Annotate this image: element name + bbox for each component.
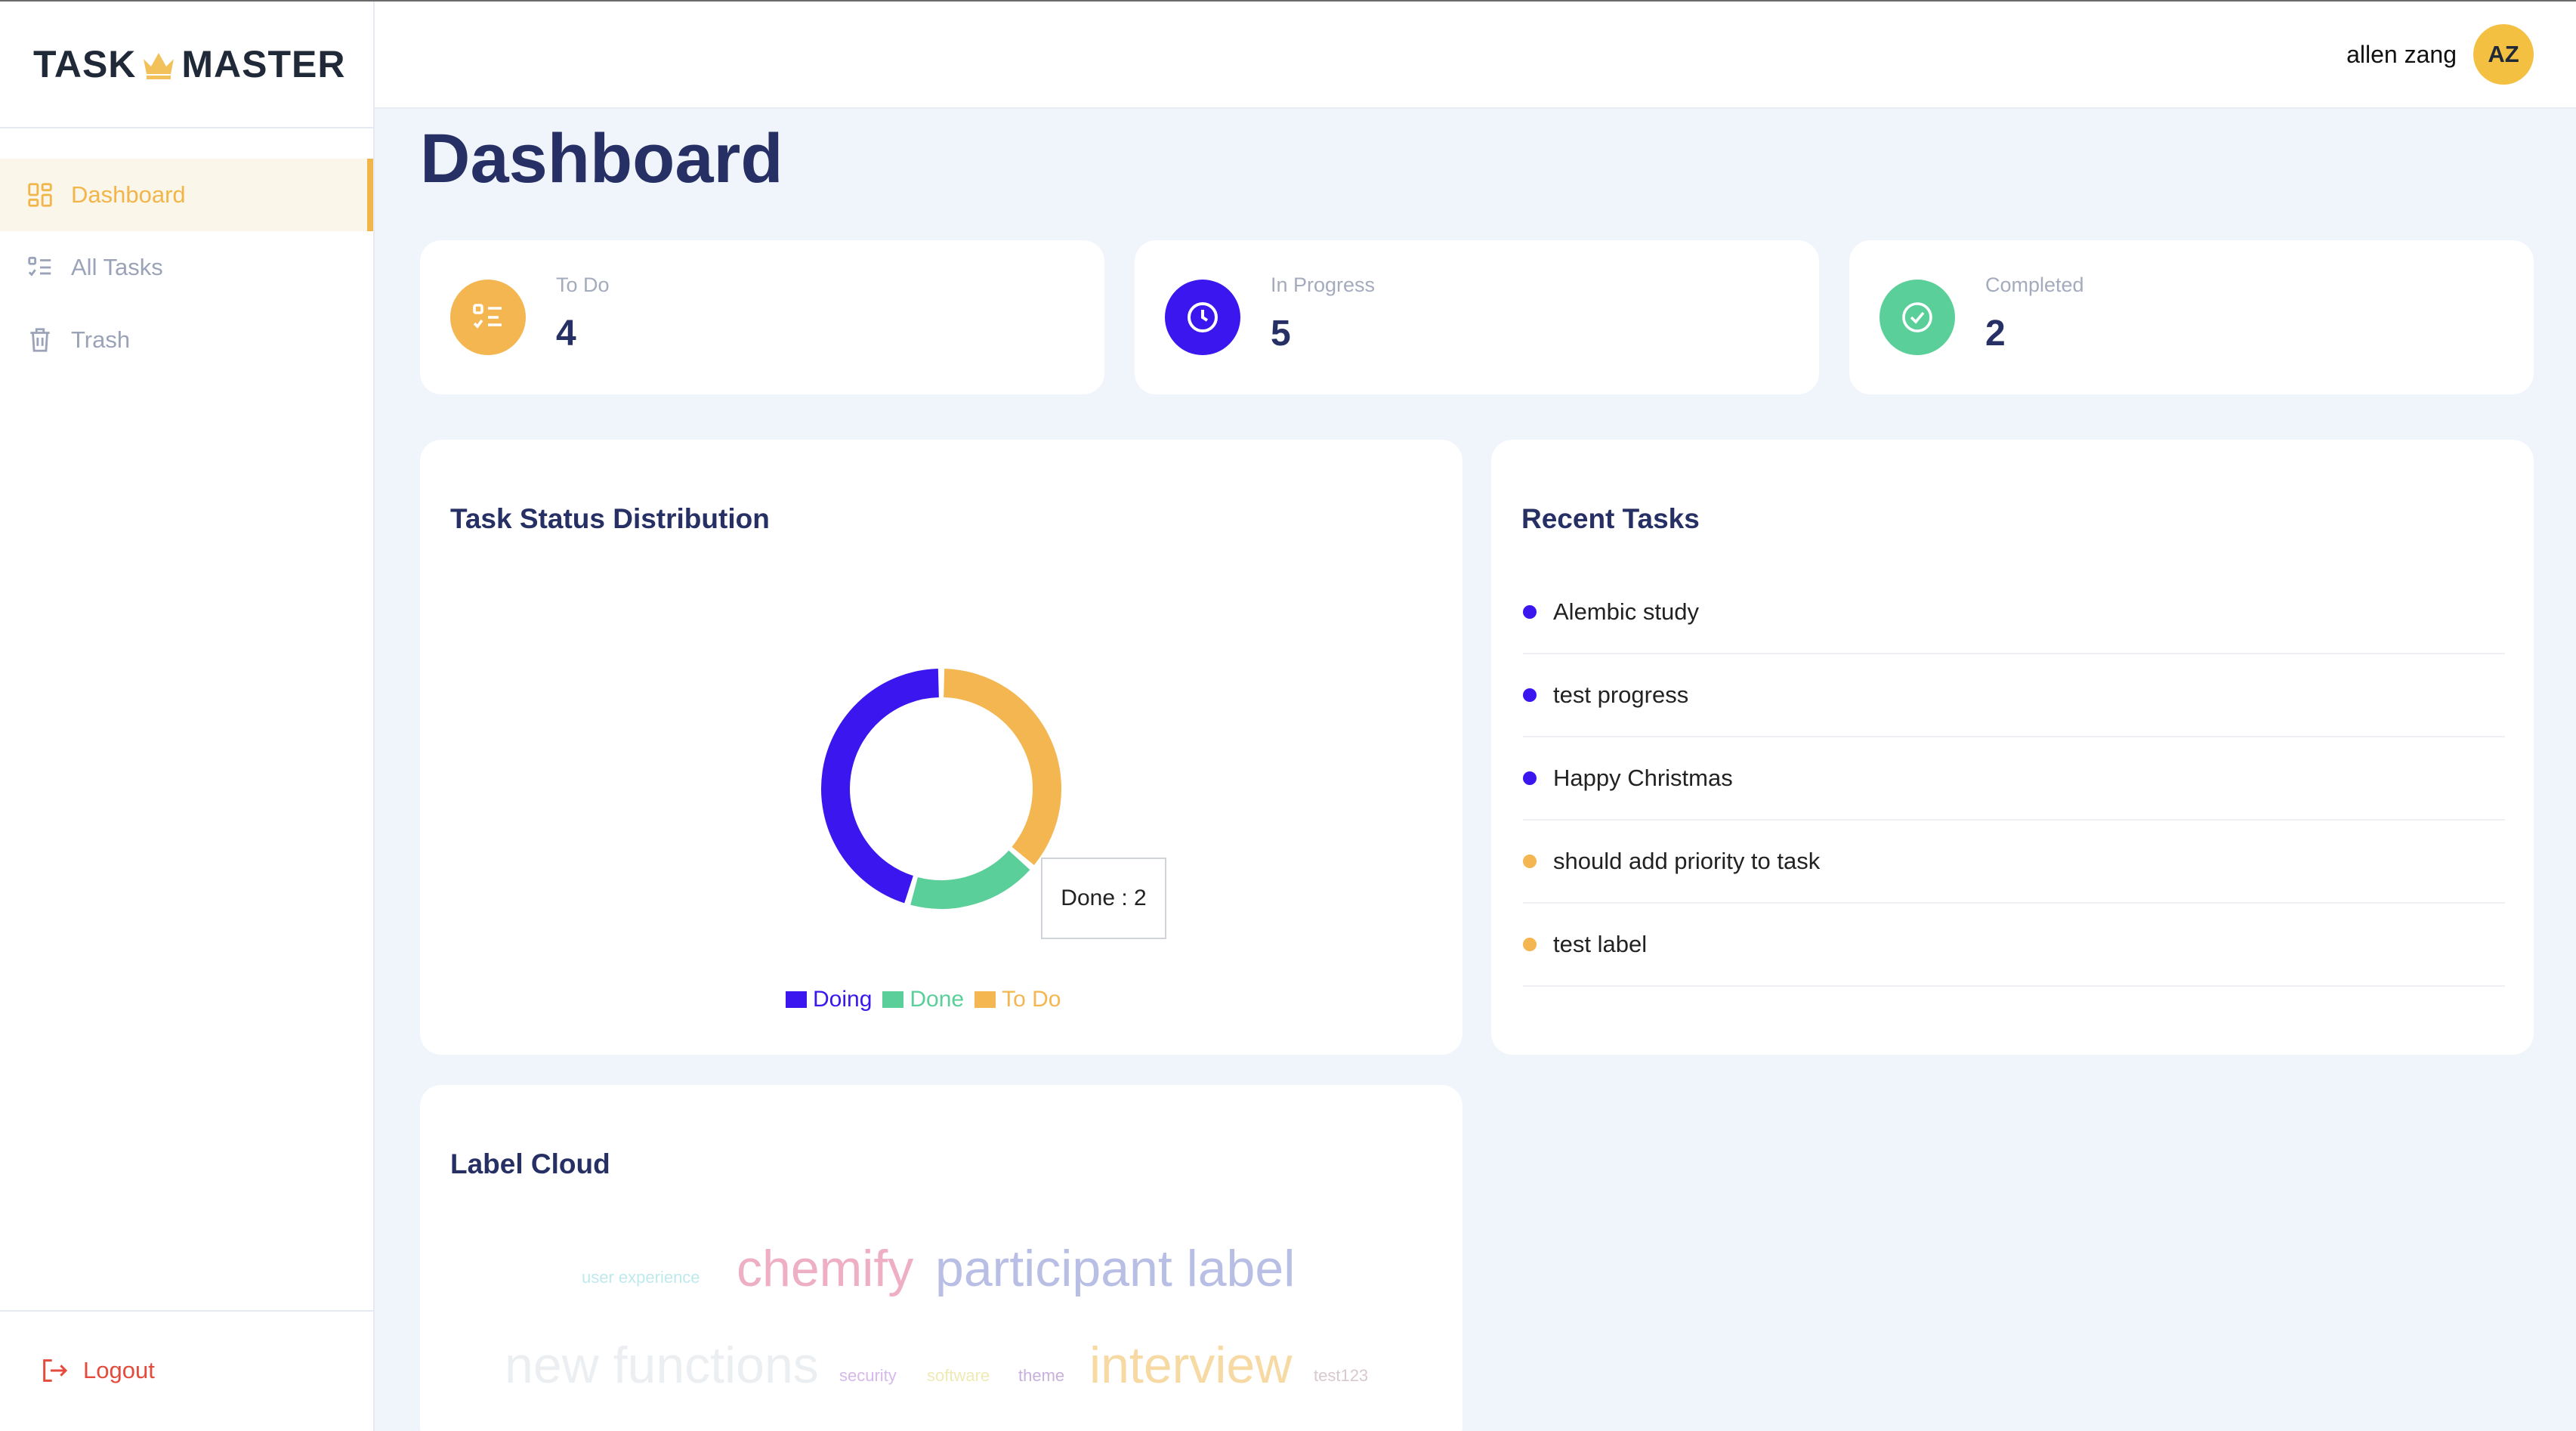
donut-slice-doing[interactable] <box>821 669 940 904</box>
user-menu[interactable]: allen zang AZ <box>2346 24 2534 85</box>
cloud-label[interactable]: theme <box>1018 1366 1065 1385</box>
recent-task-item[interactable]: test progress <box>1523 654 2505 737</box>
recent-task-label: Alembic study <box>1553 598 1699 625</box>
recent-tasks-title: Recent Tasks <box>1521 503 1700 534</box>
logout-icon <box>43 1359 68 1382</box>
user-name: allen zang <box>2346 40 2457 68</box>
stat-value: 2 <box>1985 314 2006 354</box>
stat-label: Completed <box>1985 274 2084 296</box>
sidebar-nav: Dashboard All Tasks Trash <box>0 159 373 376</box>
progress-icon-circle <box>1165 280 1240 355</box>
recent-task-item[interactable]: Alembic study <box>1523 571 2505 654</box>
label-cloud-card: Label Cloud <box>420 1085 1463 1431</box>
top-header: allen zang AZ <box>375 2 2576 109</box>
check-circle-icon <box>1902 302 1932 332</box>
recent-task-label: test label <box>1553 931 1648 957</box>
recent-tasks-card: Recent Tasks <box>1491 440 2534 1055</box>
legend-item-doing[interactable]: Doing <box>786 987 872 1012</box>
trash-icon <box>30 328 50 352</box>
recent-task-label: test progress <box>1553 682 1689 708</box>
completed-icon-circle <box>1879 280 1955 355</box>
recent-task-label: should add priority to task <box>1553 848 1821 874</box>
cloud-label[interactable]: test123 <box>1314 1366 1369 1385</box>
cloud-label[interactable]: interview <box>1089 1337 1293 1394</box>
stat-card-completed: Completed 2 <box>1849 240 2534 394</box>
stat-label: In Progress <box>1271 274 1376 296</box>
cloud-label[interactable]: chemify <box>737 1240 914 1297</box>
sidebar-item-label: Trash <box>71 326 131 353</box>
app-logo[interactable]: TASK MASTER <box>0 2 373 128</box>
recent-task-item[interactable]: Happy Christmas <box>1523 737 2505 821</box>
cloud-label[interactable]: user experience <box>582 1268 700 1287</box>
status-dot <box>1523 855 1537 868</box>
sidebar: TASK MASTER Dashboard All Tasks Tra <box>0 2 375 1431</box>
sidebar-item-trash[interactable]: Trash <box>0 304 373 376</box>
sidebar-footer: Logout <box>0 1310 373 1431</box>
donut-slice-to-do[interactable] <box>943 669 1061 865</box>
chart-legend: Doing Done To Do <box>786 987 1071 1012</box>
legend-swatch <box>974 991 996 1008</box>
crown-icon <box>144 53 175 79</box>
legend-label: Done <box>910 987 965 1012</box>
legend-swatch <box>786 991 807 1008</box>
status-dot <box>1523 771 1537 785</box>
stat-value: 5 <box>1271 314 1291 354</box>
avatar[interactable]: AZ <box>2473 24 2534 85</box>
cloud-label[interactable]: participant label <box>935 1240 1296 1297</box>
sidebar-item-dashboard[interactable]: Dashboard <box>0 159 373 231</box>
checklist-icon <box>28 256 51 277</box>
sidebar-item-label: All Tasks <box>71 254 163 280</box>
legend-swatch <box>882 991 904 1008</box>
logo-text-right: MASTER <box>181 43 346 85</box>
stat-card-todo: To Do 4 <box>420 240 1104 394</box>
legend-item-todo[interactable]: To Do <box>974 987 1061 1012</box>
logout-button[interactable]: Logout <box>39 1355 155 1386</box>
cloud-label[interactable]: software <box>927 1366 990 1385</box>
todo-icon-circle <box>450 280 526 355</box>
logout-label: Logout <box>83 1357 155 1383</box>
status-donut-chart <box>821 669 1061 909</box>
sidebar-item-label: Dashboard <box>71 181 186 208</box>
recent-task-item[interactable]: should add priority to task <box>1523 821 2505 904</box>
clock-icon <box>1188 302 1218 332</box>
logo-text-left: TASK <box>33 43 137 85</box>
page-title: Dashboard <box>420 120 783 197</box>
legend-label: Doing <box>813 987 873 1012</box>
status-dot <box>1523 605 1537 619</box>
window-top-border <box>0 0 2576 2</box>
chart-tooltip: Done : 2 <box>1041 858 1166 939</box>
recent-task-label: Happy Christmas <box>1553 765 1733 791</box>
sidebar-item-all-tasks[interactable]: All Tasks <box>0 231 373 304</box>
list-check-icon <box>473 304 502 329</box>
stat-value: 4 <box>556 314 576 354</box>
status-dot <box>1523 688 1537 702</box>
legend-label: To Do <box>1002 987 1061 1012</box>
status-dot <box>1523 938 1537 951</box>
cloud-label[interactable]: new functions <box>505 1337 819 1394</box>
recent-task-item[interactable]: test label <box>1523 904 2505 987</box>
cloud-label[interactable]: security <box>839 1366 897 1385</box>
legend-item-done[interactable]: Done <box>882 987 964 1012</box>
stat-label: To Do <box>556 274 610 296</box>
stat-card-in-progress: In Progress 5 <box>1135 240 1819 394</box>
dashboard-grid-icon <box>28 183 52 207</box>
status-card-title: Task Status Distribution <box>450 503 770 534</box>
donut-slice-done[interactable] <box>910 850 1030 909</box>
label-cloud-title: Label Cloud <box>450 1148 610 1179</box>
status-distribution-card: Task Status Distribution <box>420 440 1463 1055</box>
